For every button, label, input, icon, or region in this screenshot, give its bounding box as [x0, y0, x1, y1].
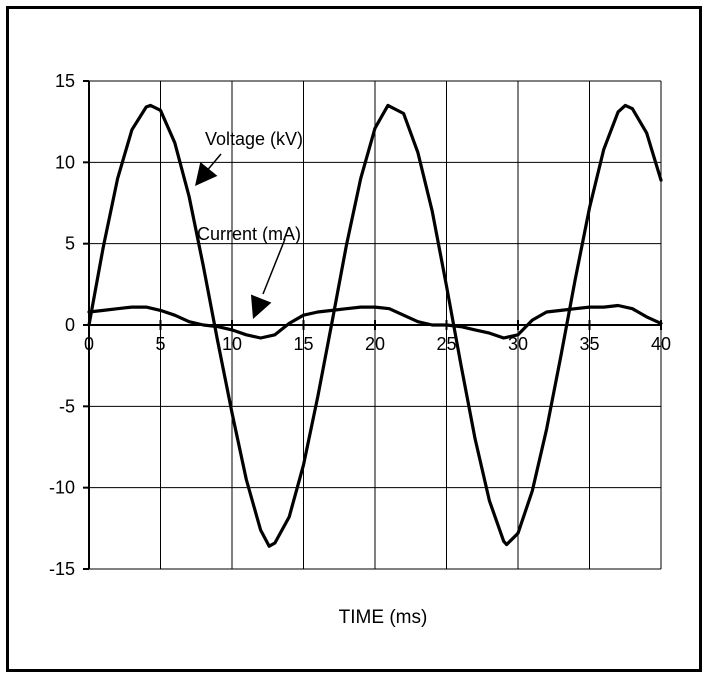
y-tick-label: 10 [55, 152, 75, 172]
current-annotation-arrow-line [262, 238, 286, 295]
y-tick-label: 15 [55, 71, 75, 91]
x-tick-label: 5 [155, 334, 165, 354]
annotations: Voltage (kV) Current (mA) [195, 129, 303, 319]
line-chart: 15 10 5 0 -5 -10 -15 0 5 10 15 20 25 30 35 40 Voltage (… [49, 71, 671, 628]
voltage-annotation-arrowhead [195, 161, 218, 186]
y-tick-label: -10 [49, 478, 75, 498]
x-tick-label: 0 [84, 334, 94, 354]
voltage-annotation-label: Voltage (kV) [205, 129, 303, 149]
y-tick-label: -15 [49, 559, 75, 579]
current-annotation-label: Current (mA) [197, 224, 301, 244]
voltage-series-line [87, 103, 663, 548]
x-axis-title: TIME (ms) [339, 607, 428, 628]
y-tick-label: -5 [59, 396, 75, 416]
x-tick-label: 25 [436, 334, 456, 354]
x-tick-label: 15 [293, 334, 313, 354]
tick-labels: 15 10 5 0 -5 -10 -15 0 5 10 15 20 25 30 35 40 [49, 71, 671, 579]
series-lines [87, 103, 663, 548]
x-tick-label: 20 [365, 334, 385, 354]
axes [83, 80, 662, 570]
x-tick-label: 35 [579, 334, 599, 354]
chart-figure: 15 10 5 0 -5 -10 -15 0 5 10 15 20 25 30 35 40 Voltage (… [6, 6, 702, 672]
y-tick-label: 0 [65, 315, 75, 335]
x-tick-label: 40 [651, 334, 671, 354]
x-tick-label: 10 [222, 334, 242, 354]
x-tick-label: 30 [508, 334, 528, 354]
current-series-line [87, 303, 663, 340]
current-annotation-arrowhead [250, 294, 272, 319]
y-tick-label: 5 [65, 234, 75, 254]
